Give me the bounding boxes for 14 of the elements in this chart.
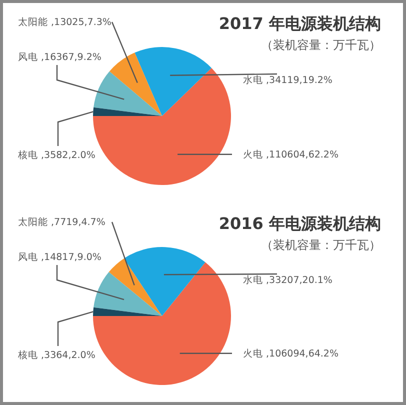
chart-title: 2017 年电源装机结构 (218, 14, 381, 33)
slice-label: 太阳能 ,13025,7.3% (18, 16, 112, 28)
text: （装机容量：万千瓦） (261, 38, 381, 52)
slice-label: 水电 ,34119,19.2% (243, 74, 332, 86)
slice-label: 风电 ,14817,9.0% (18, 251, 102, 263)
slice-label: 火电 ,106094,64.2% (243, 347, 339, 360)
slice-label: 火电 ,110604,62.2% (243, 148, 339, 160)
chart-title: 2016 年电源装机结构 (218, 214, 381, 233)
slice-label: 风电 ,16367,9.2% (18, 51, 102, 63)
slice-label: 太阳能 ,7719,4.7% (18, 216, 106, 228)
slice-label: 水电 ,33207,20.1% (243, 274, 332, 286)
text: （装机容量：万千瓦） (261, 238, 381, 252)
slice-label: 核电 ,3582,2.0% (17, 149, 96, 161)
slice-label: 核电 ,3364,2.0% (17, 349, 96, 361)
